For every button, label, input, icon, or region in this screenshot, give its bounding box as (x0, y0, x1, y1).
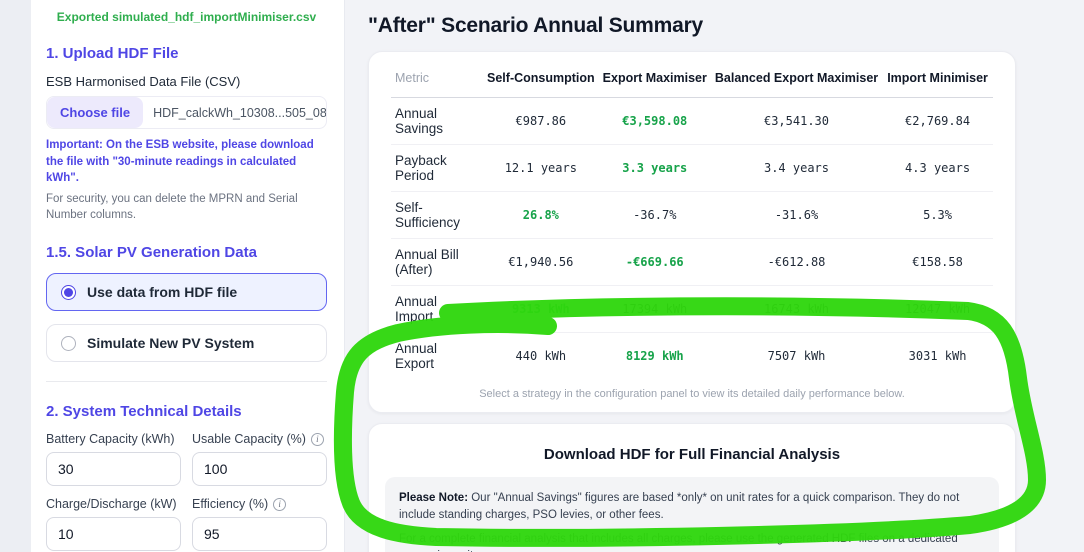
table-footnote: Select a strategy in the configuration p… (479, 388, 905, 400)
section-title-upload-hdf: 1. Upload HDF File (46, 45, 179, 62)
cell-value: €158.58 (882, 238, 993, 286)
cell-value: €3,541.30 (710, 97, 883, 145)
cell-value: €987.86 (483, 97, 599, 145)
info-icon[interactable] (310, 432, 324, 446)
table-row: Annual Bill (After) €1,940.56 -€669.66 -… (391, 238, 993, 286)
metric-name: Self-Sufficiency (391, 191, 484, 239)
col-header-export-maximiser: Export Maximiser (598, 56, 711, 98)
battery-capacity-input[interactable] (46, 452, 181, 487)
security-note: For security, you can delete the MPRN an… (46, 193, 298, 222)
radio-selected-icon (61, 284, 76, 300)
cell-value: 4.3 years (882, 144, 993, 192)
usable-capacity-input[interactable] (192, 452, 327, 487)
note-text: Our "Annual Savings" figures are based *… (399, 492, 960, 521)
field-label: Efficiency (%) (192, 497, 269, 512)
field-usable-capacity: Usable Capacity (%) (192, 432, 327, 487)
cell-value-best: -€669.66 (598, 238, 711, 286)
exported-file-status: Exported simulated_hdf_importMinimiser.c… (56, 10, 317, 24)
left-gutter (0, 0, 31, 552)
radio-unselected-icon (61, 335, 76, 351)
disclaimer-box: Please Note: Our "Annual Savings" figure… (385, 477, 999, 552)
table-row: Annual Import 9313 kWh 17394 kWh 16743 k… (391, 285, 993, 333)
cell-value-best: 8129 kWh (625, 349, 684, 363)
cell-value: 440 kWh (515, 349, 567, 363)
cell-value: -31.6% (710, 191, 883, 239)
col-header-self-consumption: Self-Consumption (483, 56, 599, 98)
info-icon[interactable] (273, 497, 287, 511)
configuration-sidebar: Exported simulated_hdf_importMinimiser.c… (31, 0, 345, 552)
note-prefix: Please Note: (399, 492, 469, 504)
table-header-row: Metric Self-Consumption Export Maximiser… (391, 56, 993, 98)
table-row: Self-Sufficiency 26.8% -36.7% -31.6% 5.3… (391, 191, 993, 239)
cell-value: €2,769.84 (882, 97, 993, 145)
field-charge-discharge: Charge/Discharge (kW) (46, 497, 181, 552)
cell-value: -€612.88 (710, 238, 883, 286)
metric-name: Annual Savings (391, 97, 484, 145)
col-header-import-minimiser: Import Minimiser (882, 56, 993, 98)
efficiency-input[interactable] (192, 517, 327, 552)
selected-file-name: HDF_calckWh_10308...505_08-09-2025.csv (153, 105, 326, 120)
page-title: "After" Scenario Annual Summary (368, 14, 704, 37)
metric-name: Payback Period (391, 144, 484, 192)
metric-name: Annual Bill (After) (391, 238, 484, 286)
cell-value: 12047 kWh (882, 285, 993, 333)
download-section-title: Download HDF for Full Financial Analysis (543, 446, 841, 463)
metric-name: Annual Export (395, 341, 438, 371)
field-efficiency: Efficiency (%) (192, 497, 327, 552)
field-battery-capacity: Battery Capacity (kWh) (46, 432, 181, 487)
technical-details-form: Battery Capacity (kWh) Usable Capacity (… (46, 432, 327, 552)
section-divider (46, 381, 327, 383)
table-row: Payback Period 12.1 years 3.3 years 3.4 … (391, 144, 993, 192)
disclaimer-note-1: Please Note: Our "Annual Savings" figure… (399, 490, 985, 523)
hdf-file-label: ESB Harmonised Data File (CSV) (46, 74, 241, 89)
important-note: Important: On the ESB website, please do… (46, 139, 314, 185)
cell-value: 3031 kWh (908, 349, 967, 363)
cell-value: 5.3% (882, 191, 993, 239)
radio-option-use-hdf-data[interactable]: Use data from HDF file (46, 273, 327, 312)
table-row: Annual Savings €987.86 €3,598.08 €3,541.… (391, 97, 993, 145)
radio-option-simulate-pv[interactable]: Simulate New PV System (46, 324, 327, 363)
section-title-solar-pv: 1.5. Solar PV Generation Data (46, 244, 257, 262)
charge-discharge-input[interactable] (46, 517, 181, 552)
cell-value: 12.1 years (483, 144, 599, 192)
cell-value: 7507 kWh (767, 349, 826, 363)
col-header-balanced-export: Balanced Export Maximiser (710, 56, 883, 98)
metric-name: Annual Import (391, 285, 484, 333)
field-label: Usable Capacity (%) (192, 432, 306, 447)
radio-option-label: Use data from HDF file (87, 284, 238, 301)
disclaimer-note-2: For a complete financial analysis that i… (399, 531, 985, 552)
download-hdf-card: Download HDF for Full Financial Analysis… (368, 423, 1016, 552)
radio-option-label: Simulate New PV System (87, 335, 255, 352)
cell-value: €1,940.56 (483, 238, 599, 286)
cell-value-best: 3.3 years (598, 144, 711, 192)
note-text: For a complete financial analysis that i… (399, 533, 958, 552)
cell-value: 16743 kWh (710, 285, 883, 333)
cell-value: -36.7% (598, 191, 711, 239)
hdf-file-input[interactable]: Choose file HDF_calckWh_10308...505_08-0… (46, 96, 327, 129)
field-label: Charge/Discharge (kW) (46, 497, 177, 512)
choose-file-button[interactable]: Choose file (47, 97, 144, 128)
section-title-technical-details: 2. System Technical Details (46, 403, 242, 421)
cell-value-best: 9313 kWh (483, 285, 599, 333)
cell-value-best: €3,598.08 (598, 97, 711, 145)
cell-value-best: 26.8% (483, 191, 599, 239)
main-content: "After" Scenario Annual Summary Metric S… (345, 0, 1084, 552)
table-row: Annual Export 440 kWh 8129 kWh 7507 kWh … (391, 333, 993, 380)
annual-summary-card: Metric Self-Consumption Export Maximiser… (368, 51, 1016, 413)
cell-value: 3.4 years (710, 144, 883, 192)
annual-summary-table: Metric Self-Consumption Export Maximiser… (391, 56, 993, 379)
cell-value: 17394 kWh (598, 285, 711, 333)
field-label: Battery Capacity (kWh) (46, 432, 175, 447)
col-header-metric: Metric (391, 56, 484, 98)
